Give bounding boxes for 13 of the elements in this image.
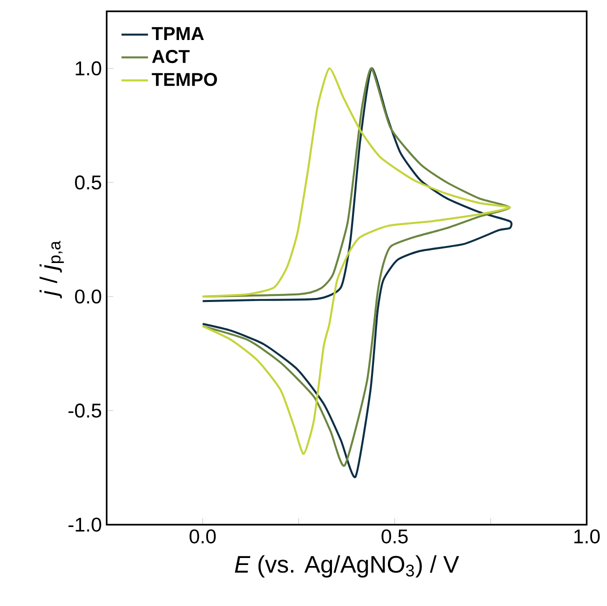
y-tick-label: 0.5 (75, 175, 102, 190)
y-tick-label: 0.0 (75, 289, 102, 304)
x-tick-label: 1.0 (574, 529, 600, 544)
x-tick-label: 0.5 (382, 529, 408, 544)
y-axis-title: j / j$_{p,a}$ (40, 240, 64, 298)
y-tick-label: 1.0 (76, 61, 102, 76)
y-tick-label: -0.5 (68, 404, 102, 418)
legend-label: TPMA (152, 27, 204, 40)
y-tick-label: -1.0 (68, 518, 102, 532)
legend-label: ACT (152, 50, 190, 64)
legend-label: TEMPO (152, 72, 217, 86)
x-tick-label: 0.0 (190, 529, 216, 544)
x-axis-title: E (vs. Ag/AgNO$_{3}$) / V (234, 555, 460, 578)
